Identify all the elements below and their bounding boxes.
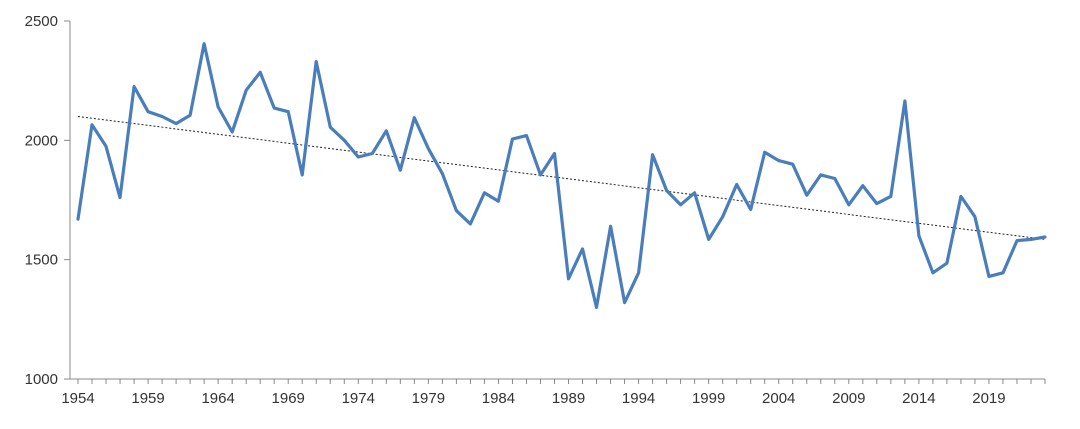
series-line-0 [76, 42, 1047, 309]
trendline [77, 115, 1046, 240]
x-tick-label: 1979 [412, 390, 445, 407]
x-tick-label: 2009 [832, 390, 865, 407]
y-tick-label: 1500 [25, 252, 58, 269]
x-tick-label: 1969 [272, 390, 305, 407]
x-tick-label: 1974 [342, 390, 375, 407]
x-tick-label: 1984 [482, 390, 515, 407]
x-tick-label: 2014 [902, 390, 935, 407]
x-tick-label: 2019 [972, 390, 1005, 407]
x-tick-label: 1964 [201, 390, 234, 407]
x-tick-label: 1994 [622, 390, 655, 407]
y-tick-label: 1000 [25, 371, 58, 388]
chart-axes [64, 20, 1046, 384]
x-tick-label: 1959 [131, 390, 164, 407]
x-tick-label: 1954 [61, 390, 94, 407]
y-tick-label: 2500 [25, 13, 58, 30]
chart-marks [76, 42, 1047, 309]
x-tick-label: 1989 [552, 390, 585, 407]
x-tick-label: 1999 [692, 390, 725, 407]
y-tick-label: 2000 [25, 132, 58, 149]
chart-tick-labels: 1000 1500 2000 2500 1954 1959 1964 1969 1974 1979… [25, 13, 1006, 407]
x-tick-label: 2004 [762, 390, 795, 407]
